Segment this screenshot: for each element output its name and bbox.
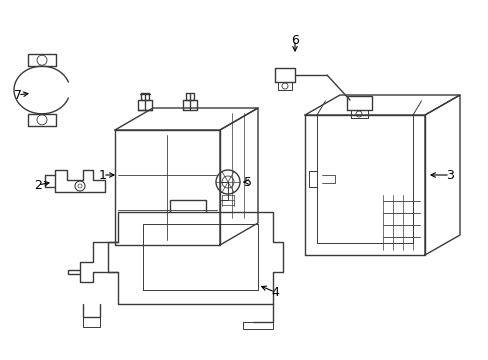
Text: 2: 2 xyxy=(34,179,42,192)
Text: 5: 5 xyxy=(244,176,251,189)
Text: 6: 6 xyxy=(290,33,298,46)
Text: 1: 1 xyxy=(99,168,107,181)
Text: 4: 4 xyxy=(270,285,278,298)
Text: 3: 3 xyxy=(445,168,453,181)
Text: 7: 7 xyxy=(14,89,22,102)
